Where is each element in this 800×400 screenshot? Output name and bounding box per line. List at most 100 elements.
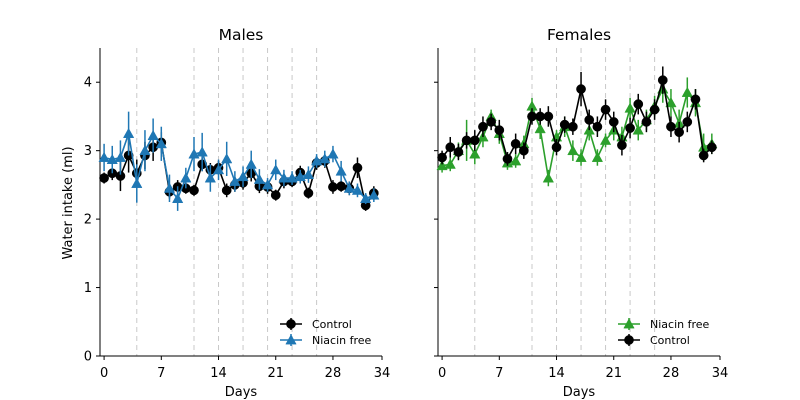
data-point [649,104,660,115]
data-point [559,119,570,130]
data-point [502,154,513,164]
data-point [494,125,505,135]
data-point [690,94,701,105]
data-point [221,185,232,196]
data-point [518,145,529,156]
data-point [535,111,546,122]
data-point [180,172,192,183]
data-point [584,115,595,125]
data-point [608,117,619,127]
data-point [591,151,604,162]
y-tick-label: 1 [84,281,92,296]
data-point [204,172,216,183]
data-point [336,181,346,192]
data-point [245,158,257,169]
data-point [328,182,338,192]
x-tick-label: 21 [267,366,284,381]
data-point [335,165,347,176]
data-point [196,146,208,157]
x-axis-label: Days [563,385,596,400]
data-point [534,123,546,134]
data-point [319,153,331,164]
legend-marker [285,334,297,345]
x-tick-label: 7 [157,366,165,381]
data-point [270,190,281,201]
panel-females: 0 7 14 21 28 34 Females Days Niacin free Control [434,26,728,400]
legend-males: Control Niacin free [280,318,372,347]
data-point [436,160,448,171]
x-tick-label: 7 [495,366,503,381]
data-point [542,172,554,183]
data-point [510,138,521,149]
data-point [657,75,668,86]
data-point [641,117,652,127]
data-point [114,151,127,162]
series-control [99,132,379,211]
y-tick-label: 4 [84,76,92,91]
x-tick-label: 34 [712,366,729,381]
data-point [98,151,110,162]
y-tick-label: 3 [84,144,92,159]
data-point [351,184,364,195]
x-tick-label: 0 [100,366,108,381]
data-point [625,123,635,133]
data-point [617,140,627,151]
data-point [568,121,578,132]
data-point [327,148,339,159]
data-point [360,192,372,203]
data-point [221,153,233,164]
x-tick-label: 28 [663,366,680,381]
data-point [172,192,184,203]
data-point [261,179,274,190]
x-axis-label: Days [225,385,258,400]
data-point [303,188,314,198]
data-point [139,144,151,156]
data-point [237,170,249,182]
data-point [486,117,496,127]
data-point [155,138,167,149]
x-tick-label: 14 [210,366,227,381]
data-point [368,189,380,200]
data-point [665,97,677,108]
data-point [188,148,200,159]
data-point [469,148,481,159]
x-tick-label: 21 [605,366,622,381]
data-point [302,168,315,180]
data-point [189,185,199,196]
data-point [600,104,611,115]
data-point [343,182,355,193]
x-tick-label: 14 [548,366,565,381]
data-point [527,111,537,122]
data-point [575,151,587,162]
data-point [510,155,522,166]
data-point [543,111,554,122]
data-point [294,170,306,182]
data-point [445,142,456,153]
data-point [99,173,109,183]
data-point [278,172,290,183]
series-niacin-free [98,111,380,211]
legend-marker [623,318,635,329]
legend-label: Niacin free [650,318,710,331]
data-point [212,164,225,175]
data-point [698,150,709,161]
data-point [681,86,693,97]
data-point [106,153,118,164]
y-tick-label: 0 [84,350,92,365]
legend-females: Niacin free Control [618,318,710,347]
y-tick-label: 2 [84,213,92,228]
data-point [469,135,480,146]
data-point [576,84,586,94]
y-axis-label: Water intake (ml) [61,146,76,259]
data-point [674,127,684,138]
data-point [122,127,135,138]
data-point [453,147,464,157]
data-point [270,164,282,175]
data-point [286,172,298,183]
legend-marker [286,319,296,329]
data-point [478,121,488,132]
data-point [592,121,603,132]
data-point [229,175,241,186]
